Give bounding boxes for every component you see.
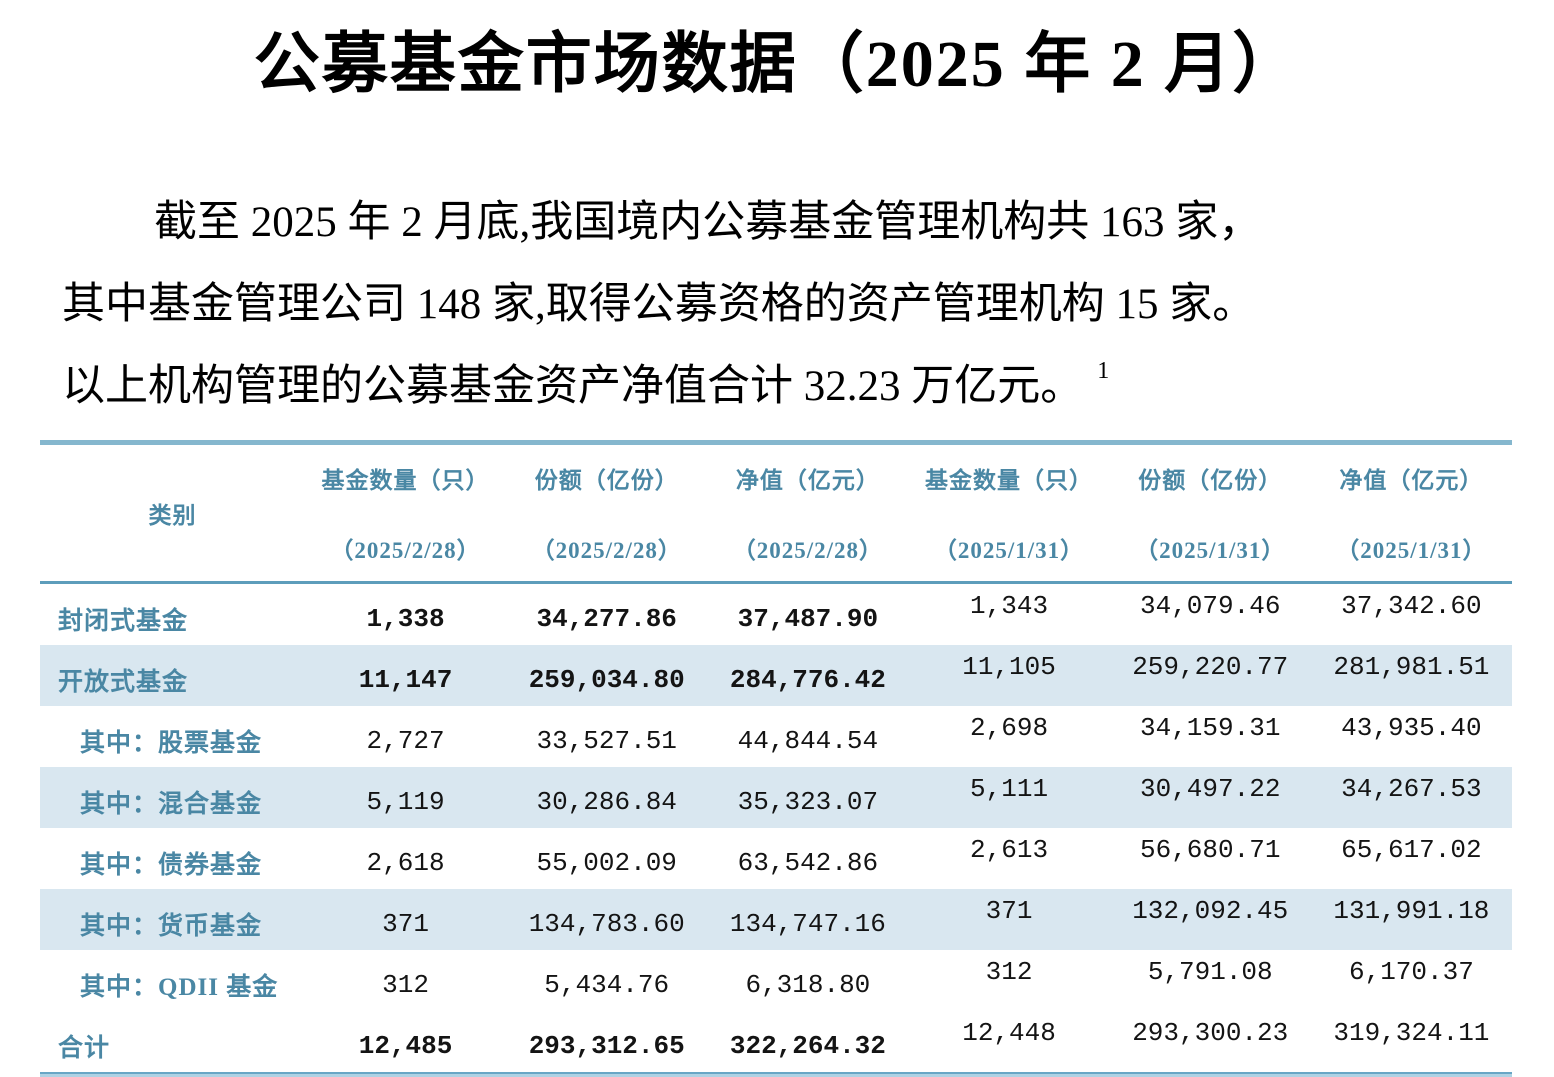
table-row: 其中：混合基金 5,119 30,286.84 35,323.07 5,111 30,49… bbox=[40, 767, 1512, 828]
cell-value: 11,105 bbox=[962, 651, 1056, 682]
table-row: 封闭式基金 1,338 34,277.86 37,487.90 1,343 34,079.… bbox=[40, 584, 1512, 645]
cell-value: 2,727 bbox=[366, 725, 445, 756]
row-category-label: 其中：货币基金 bbox=[80, 912, 263, 940]
row-category-label: 其中：QDII 基金 bbox=[80, 973, 279, 1001]
cell-value: 281,981.51 bbox=[1333, 651, 1490, 682]
cell-value: 312 bbox=[382, 969, 429, 1000]
cell-value: 371 bbox=[382, 908, 429, 939]
cell-value: 319,324.11 bbox=[1333, 1017, 1490, 1048]
cell-value: 322,264.32 bbox=[729, 1030, 886, 1061]
cell-value: 284,776.42 bbox=[729, 664, 886, 695]
cell-value: 33,527.51 bbox=[536, 725, 677, 756]
cell-value: 37,342.60 bbox=[1341, 590, 1482, 621]
table-bottom-border bbox=[40, 1072, 1512, 1077]
cell-value: 34,159.31 bbox=[1140, 712, 1281, 743]
row-category-label: 开放式基金 bbox=[58, 668, 189, 696]
cell-value: 5,434.76 bbox=[544, 969, 670, 1000]
column-label: 份额（亿份） bbox=[1138, 468, 1283, 493]
column-date: （2025/1/31） bbox=[933, 538, 1085, 563]
column-label: 基金数量（只） bbox=[925, 468, 1094, 493]
table-row: 合计 12,485 293,312.65 322,264.32 12,448 293,30… bbox=[40, 1011, 1512, 1072]
cell-value: 65,617.02 bbox=[1341, 834, 1482, 865]
cell-value: 5,791.08 bbox=[1147, 956, 1273, 987]
table-header-row: 类别 基金数量（只） （2025/2/28） 份额（亿份） （2025/2/28） 净值（… bbox=[40, 445, 1512, 584]
fund-data-table: 类别 基金数量（只） （2025/2/28） 份额（亿份） （2025/2/28） 净值（… bbox=[40, 440, 1512, 1077]
column-header: 净值（亿元） （2025/2/28） bbox=[707, 445, 908, 581]
column-header: 份额（亿份） （2025/2/28） bbox=[506, 445, 707, 581]
document-page: 公募基金市场数据（2025 年 2 月） 截至 2025 年 2 月底,我国境内… bbox=[0, 10, 1554, 1077]
cell-value: 11,147 bbox=[358, 664, 453, 695]
row-category-label: 封闭式基金 bbox=[58, 607, 189, 635]
cell-value: 1,343 bbox=[970, 590, 1049, 621]
cell-value: 30,497.22 bbox=[1140, 773, 1281, 804]
column-header-category: 类别 bbox=[40, 445, 305, 581]
table-row: 其中：债券基金 2,618 55,002.09 63,542.86 2,613 56,68… bbox=[40, 828, 1512, 889]
cell-value: 43,935.40 bbox=[1341, 712, 1482, 743]
column-header: 份额（亿份） （2025/1/31） bbox=[1110, 445, 1311, 581]
cell-value: 55,002.09 bbox=[536, 847, 677, 878]
cell-value: 131,991.18 bbox=[1333, 895, 1490, 926]
cell-value: 2,698 bbox=[970, 712, 1049, 743]
cell-value: 30,286.84 bbox=[536, 786, 677, 817]
row-category-label: 合计 bbox=[58, 1034, 111, 1062]
cell-value: 12,485 bbox=[358, 1030, 453, 1061]
column-date: （2025/2/28） bbox=[330, 538, 481, 563]
column-date: （2025/2/28） bbox=[531, 538, 682, 563]
column-label: 类别 bbox=[148, 503, 197, 528]
intro-paragraph: 截至 2025 年 2 月底,我国境内公募基金管理机构共 163 家， 其中基金… bbox=[62, 182, 1496, 434]
column-label: 净值（亿元） bbox=[1339, 468, 1484, 493]
column-header: 净值（亿元） （2025/1/31） bbox=[1311, 445, 1512, 581]
cell-value: 63,542.86 bbox=[737, 847, 879, 878]
cell-value: 132,092.45 bbox=[1132, 895, 1289, 926]
paragraph-line: 以上机构管理的公募基金资产净值合计 32.23 万亿元。 1 bbox=[62, 346, 1496, 434]
cell-value: 44,844.54 bbox=[737, 725, 879, 756]
row-category-label: 其中：债券基金 bbox=[80, 851, 263, 879]
paragraph-line-text: 以上机构管理的公募基金资产净值合计 32.23 万亿元。 bbox=[62, 363, 1084, 410]
cell-value: 12,448 bbox=[962, 1017, 1056, 1048]
cell-value: 34,079.46 bbox=[1140, 590, 1281, 621]
cell-value: 56,680.71 bbox=[1140, 834, 1281, 865]
column-label: 基金数量（只） bbox=[321, 468, 490, 493]
cell-value: 259,034.80 bbox=[528, 664, 685, 695]
table-row: 其中：股票基金 2,727 33,527.51 44,844.54 2,698 34,15… bbox=[40, 706, 1512, 767]
cell-value: 293,312.65 bbox=[528, 1030, 685, 1061]
footnote-marker: 1 bbox=[1097, 358, 1110, 384]
page-title: 公募基金市场数据（2025 年 2 月） bbox=[253, 28, 1301, 101]
cell-value: 5,111 bbox=[970, 773, 1049, 804]
cell-value: 2,613 bbox=[970, 834, 1049, 865]
paragraph-line: 截至 2025 年 2 月底,我国境内公募基金管理机构共 163 家， bbox=[154, 199, 1262, 246]
column-label: 份额（亿份） bbox=[534, 468, 679, 493]
column-header: 基金数量（只） （2025/1/31） bbox=[908, 445, 1109, 581]
table-row: 开放式基金 11,147 259,034.80 284,776.42 11,105 259… bbox=[40, 645, 1512, 706]
cell-value: 2,618 bbox=[366, 847, 445, 878]
column-date: （2025/1/31） bbox=[1135, 538, 1286, 563]
row-category-label: 其中：股票基金 bbox=[80, 729, 263, 757]
cell-value: 259,220.77 bbox=[1132, 651, 1289, 682]
cell-value: 134,747.16 bbox=[729, 908, 886, 939]
column-date: （2025/1/31） bbox=[1336, 538, 1487, 563]
cell-value: 37,487.90 bbox=[737, 603, 879, 634]
cell-value: 312 bbox=[985, 956, 1033, 987]
cell-value: 5,119 bbox=[366, 786, 445, 817]
cell-value: 371 bbox=[985, 895, 1033, 926]
table-row: 其中：QDII 基金 312 5,434.76 6,318.80 312 5,791.08… bbox=[40, 950, 1512, 1011]
cell-value: 134,783.60 bbox=[528, 908, 685, 939]
cell-value: 1,338 bbox=[366, 603, 445, 634]
cell-value: 35,323.07 bbox=[737, 786, 879, 817]
cell-value: 34,267.53 bbox=[1341, 773, 1482, 804]
cell-value: 293,300.23 bbox=[1132, 1017, 1289, 1048]
column-date: （2025/2/28） bbox=[732, 538, 884, 563]
row-category-label: 其中：混合基金 bbox=[80, 790, 263, 818]
column-header: 基金数量（只） （2025/2/28） bbox=[305, 445, 506, 581]
table-body: 封闭式基金 1,338 34,277.86 37,487.90 1,343 34,079.… bbox=[40, 584, 1512, 1072]
table-row: 其中：货币基金 371 134,783.60 134,747.16 371 132,092… bbox=[40, 889, 1512, 950]
cell-value: 34,277.86 bbox=[536, 603, 677, 634]
cell-value: 6,170.37 bbox=[1348, 956, 1474, 987]
cell-value: 6,318.80 bbox=[745, 969, 871, 1000]
column-label: 净值（亿元） bbox=[735, 468, 880, 493]
paragraph-line: 其中基金管理公司 148 家,取得公募资格的资产管理机构 15 家。 bbox=[62, 281, 1256, 328]
